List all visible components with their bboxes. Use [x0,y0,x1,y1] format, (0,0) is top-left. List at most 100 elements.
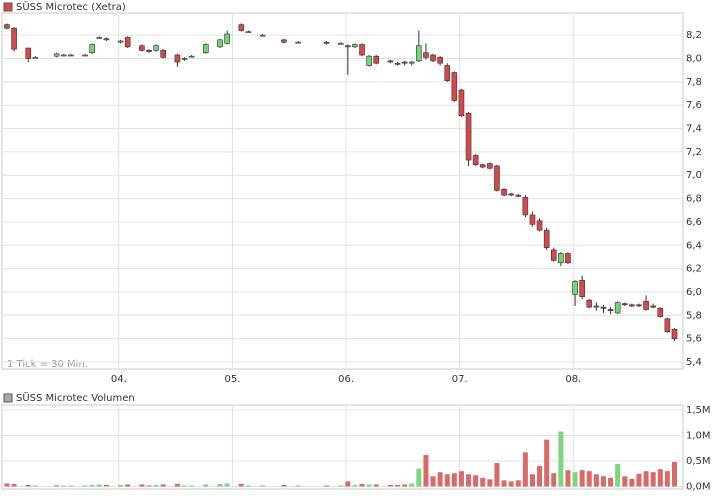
volume-bar [345,481,351,487]
candle-body [479,164,486,168]
candle-body [124,37,131,48]
volume-bar [139,484,145,487]
volume-bar [579,470,585,487]
candle-body [224,33,230,44]
volume-bar [338,485,344,487]
volume-bar [458,471,464,487]
volume-bar [487,479,493,487]
annotation: 1 Tick = 30 Min. [7,359,88,370]
volume-bar [89,484,95,487]
candle-body [203,44,209,53]
candle-body [352,44,358,48]
candle-body [416,45,422,62]
candle-body [621,303,628,306]
volume-bar [96,484,102,487]
volume-bar [636,473,642,487]
y-tick-label: 1,5M [686,405,711,416]
volume-bar [466,474,472,487]
volume-bar [153,484,159,487]
y-tick-label: 6,2 [686,264,702,275]
volume-bar [529,474,535,487]
candle-body [572,281,578,295]
y-tick-label: 6,8 [686,194,702,205]
volume-bar [395,484,401,487]
candle-body [558,253,564,264]
candle-body [32,57,39,59]
volume-bar [600,476,606,487]
volume-bar [402,484,408,487]
chart-title: SÜSS Microtec Volumen [16,391,135,404]
candle-body [458,89,465,117]
candle-body [25,47,32,59]
candle-body [82,54,88,57]
candle-body [451,72,458,101]
candle-body [487,163,493,169]
candle-body [4,24,10,29]
volume-bar [643,471,649,487]
volume-bar [189,485,195,487]
candle-body [636,304,642,307]
x-tick-label: 07. [452,374,468,385]
volume-bar [54,484,60,487]
volume-bar [650,472,656,487]
candle-body [401,61,408,64]
candle-body [465,113,472,161]
volume-bar [281,484,287,487]
volume-bar [25,484,31,487]
volume-bar [629,478,635,487]
volume-bar [430,476,436,487]
volume-bar [217,483,223,487]
candle-body [96,37,103,39]
candle-body [664,318,671,332]
volume-bar [551,473,557,487]
candle-body [153,45,159,51]
candle-body [295,41,301,44]
volume-bar [515,480,521,487]
y-tick-label: 5,8 [686,310,702,321]
candle-body [657,308,664,317]
y-tick-label: 6,6 [686,217,702,228]
candle-body [217,39,223,48]
candle-body [586,299,593,308]
candle-body [671,329,678,339]
volume-bar [295,485,301,487]
volume-bar [657,469,663,487]
plot-frame [1,404,684,490]
y-tick-label: 0,0M [686,481,711,492]
x-tick-label: 06. [338,374,354,385]
volume-bar [437,472,443,487]
candle-body [501,188,507,196]
volume-bar [423,454,429,487]
volume-bar [373,484,379,487]
candle-body [160,50,166,58]
candle-body [494,165,500,191]
candle-body [238,24,245,31]
volume-bar [32,485,38,487]
volume-bar [260,485,266,487]
candle-body [103,38,110,41]
candle-body [174,54,181,63]
volume-bar [615,464,621,487]
y-tick-label: 8,0 [686,54,702,65]
volume-bar [586,471,592,487]
volume-bar [494,463,500,487]
candle-body [366,55,372,66]
x-tick-label: 04. [111,374,127,385]
volume-bar [473,475,479,487]
candle-body [643,301,649,310]
candle-body [430,54,436,62]
candle-body [472,155,479,166]
candle-body [629,304,635,307]
volume-bar [146,485,152,487]
volume-bar [671,462,677,487]
candle-body [600,306,607,309]
candle-body [259,34,266,37]
candle-body [650,305,656,308]
x-tick-label: 08. [565,374,581,385]
candle-body [89,44,95,53]
plot-frame [1,12,684,370]
volume-bar [324,485,330,487]
volume-bar [608,477,614,487]
volume-bar [366,484,372,487]
